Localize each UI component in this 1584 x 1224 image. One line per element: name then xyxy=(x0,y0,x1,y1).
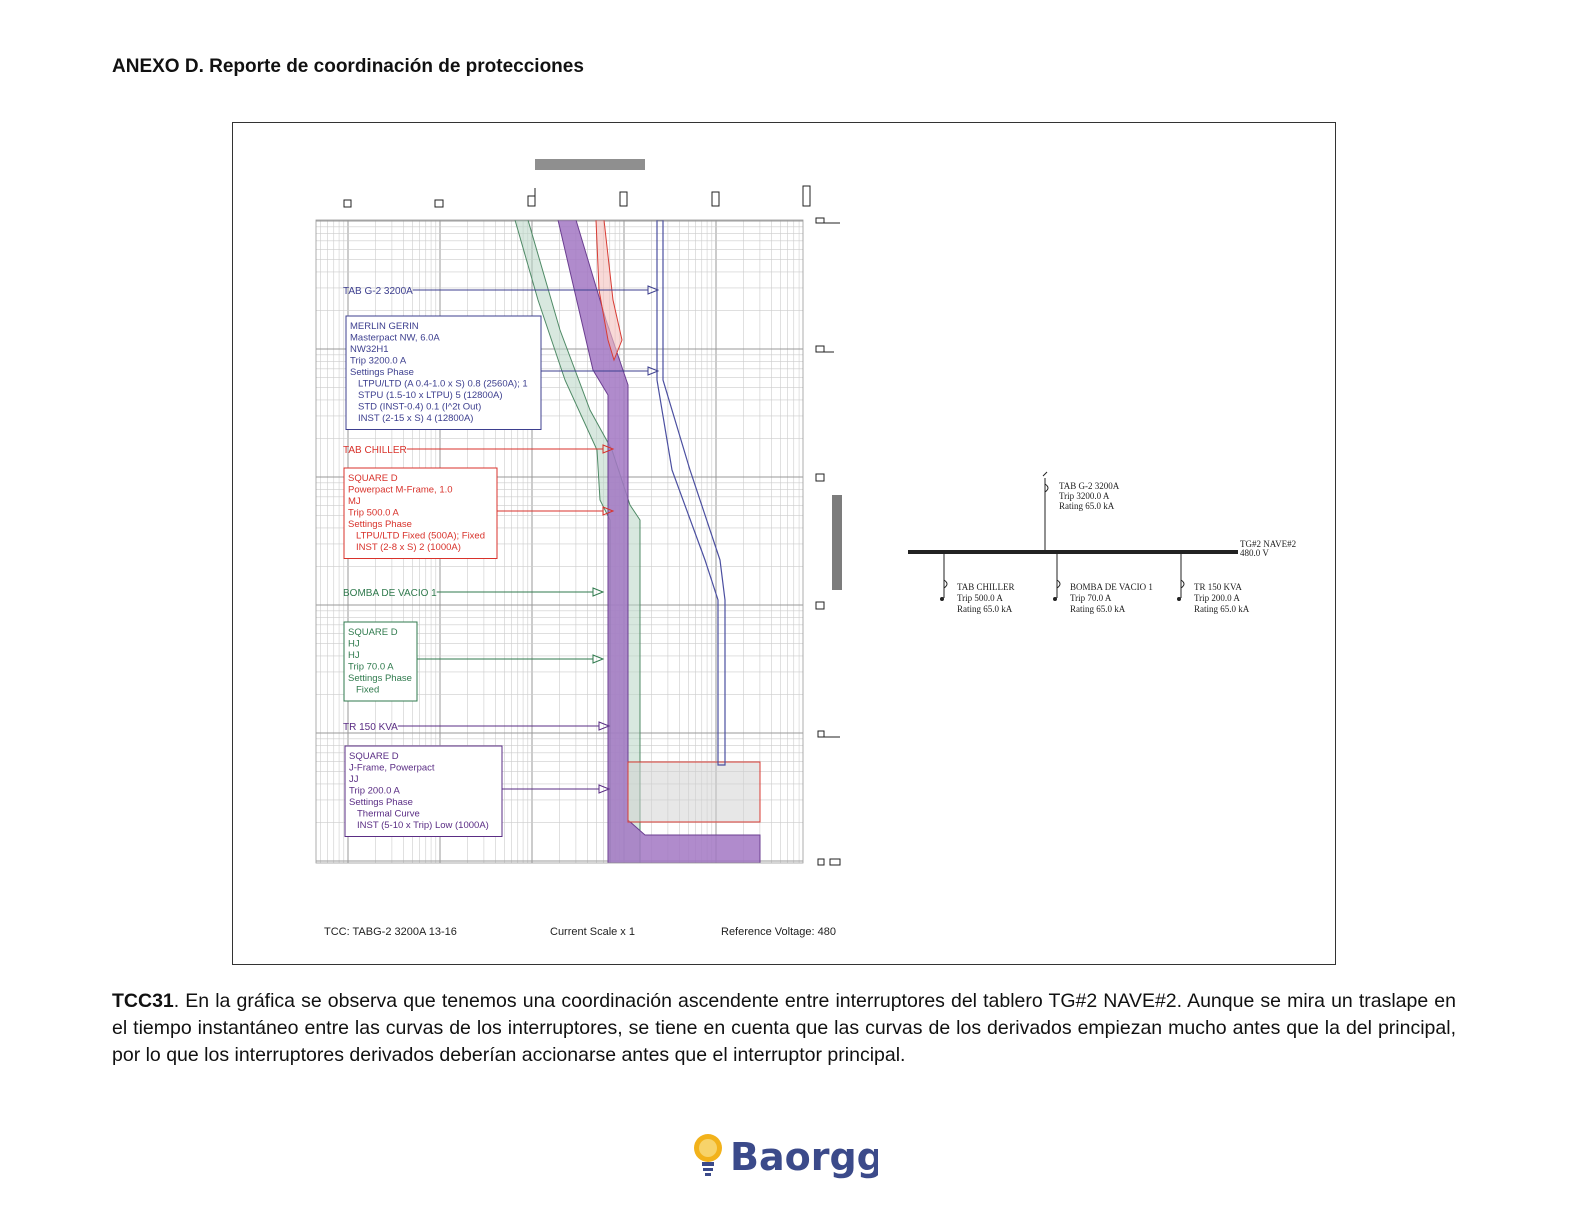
arrow-head xyxy=(598,784,611,794)
axis-glyphs xyxy=(343,185,841,866)
logo: Baorgg xyxy=(694,1134,878,1179)
branch-breaker xyxy=(1180,579,1185,589)
arrow-head xyxy=(592,654,605,664)
main-breaker-text: Rating 65.0 kA xyxy=(1059,501,1115,511)
device-box-line: JJ xyxy=(349,774,359,785)
device-box-line: HJ xyxy=(348,639,360,650)
device-box-line: SQUARE D xyxy=(349,751,399,762)
plot-border xyxy=(315,219,804,864)
device-box-frame xyxy=(343,467,498,559)
device-box-line: INST (2-15 x S) 4 (12800A) xyxy=(358,413,473,424)
arrow-head xyxy=(602,506,615,516)
branch-text: Trip 200.0 A xyxy=(1194,593,1240,603)
device-box-line: Settings Phase xyxy=(348,673,412,684)
device-box-line: Masterpact NW, 6.0A xyxy=(350,333,440,344)
logo-text: Baorgg xyxy=(730,1135,878,1179)
device-box-line: Fixed xyxy=(356,685,379,696)
main-breaker-text: TAB G-2 3200A xyxy=(1059,481,1120,491)
branch-text: Trip 500.0 A xyxy=(957,593,1003,603)
device-box-line: Trip 70.0 A xyxy=(348,662,394,673)
device-box-line: Trip 3200.0 A xyxy=(350,356,407,367)
device-box-line: INST (5-10 x Trip) Low (1000A) xyxy=(357,820,489,831)
device-box-line: INST (2-8 x S) 2 (1000A) xyxy=(356,542,461,553)
curve-main xyxy=(656,220,726,766)
device-box-line: NW32H1 xyxy=(350,344,389,355)
device-box-line: STPU (1.5-10 x LTPU) 5 (12800A) xyxy=(358,390,503,401)
device-box-line: J-Frame, Powerpact xyxy=(349,763,435,774)
arrow-head xyxy=(598,721,611,731)
device-box-line: Settings Phase xyxy=(349,797,413,808)
branch-load xyxy=(940,597,944,601)
device-box-line: SQUARE D xyxy=(348,473,398,484)
device-box-frame xyxy=(345,315,542,430)
arrow-head xyxy=(602,444,615,454)
caption-lead: TCC31 xyxy=(112,990,174,1012)
main-breaker-text: Trip 3200.0 A xyxy=(1059,491,1110,501)
branch-text: Trip 70.0 A xyxy=(1070,593,1112,603)
caption: TCC31. En la gráfica se observa que tene… xyxy=(112,988,1456,1069)
device-label: BOMBA DE VACIO 1 xyxy=(343,588,437,599)
branch-text: TR 150 KVA xyxy=(1194,582,1242,592)
device-box-line: SQUARE D xyxy=(348,627,398,638)
garbled-title xyxy=(535,159,645,170)
main-breaker xyxy=(1042,471,1049,493)
device-box-line: LTPU/LTD (A 0.4-1.0 x S) 0.8 (2560A); 1 xyxy=(358,379,528,390)
bus-label: TG#2 NAVE#2 xyxy=(1240,539,1296,549)
device-box-line: Settings Phase xyxy=(350,367,414,378)
arrow-head xyxy=(647,366,660,376)
device-box-line: MERLIN GERIN xyxy=(350,321,419,332)
footer-text: Current Scale x 1 xyxy=(550,926,635,938)
device-box-frame xyxy=(343,621,418,702)
device-box-line: MJ xyxy=(348,496,361,507)
device-box-line: HJ xyxy=(348,650,360,661)
arrow-head xyxy=(647,285,660,295)
branch-text: Rating 65.0 kA xyxy=(1194,604,1250,614)
footer-text: TCC: TABG-2 3200A 13-16 xyxy=(324,926,457,938)
curves xyxy=(514,220,761,863)
logo-icon xyxy=(694,1134,722,1176)
device-box-frame xyxy=(344,745,503,837)
footer-text: Reference Voltage: 480 xyxy=(721,926,836,938)
device-label: TAB G-2 3200A xyxy=(343,286,413,297)
caption-text: . En la gráfica se observa que tenemos u… xyxy=(112,990,1456,1066)
device-label: TR 150 KVA xyxy=(343,722,398,733)
branch-breaker xyxy=(943,579,948,589)
device-box-line: LTPU/LTD Fixed (500A); Fixed xyxy=(356,531,485,542)
device-box-line: Powerpact M-Frame, 1.0 xyxy=(348,485,453,496)
heading: ANEXO D. Reporte de coordinación de prot… xyxy=(112,56,584,77)
branch-text: Rating 65.0 kA xyxy=(957,604,1013,614)
device-label: TAB CHILLER xyxy=(343,445,407,456)
figure-footer: TCC: TABG-2 3200A 13-16 Current Scale x 1… xyxy=(324,926,836,938)
device-box-line: Settings Phase xyxy=(348,519,412,530)
branch-breaker xyxy=(1056,579,1061,589)
branch-text: TAB CHILLER xyxy=(957,582,1015,592)
device-box-line: Trip 200.0 A xyxy=(349,786,401,797)
bus-voltage: 480.0 V xyxy=(1240,548,1269,558)
figure-frame xyxy=(232,122,1336,965)
branch-load xyxy=(1177,597,1181,601)
branch-load xyxy=(1053,597,1057,601)
device-box-line: Trip 500.0 A xyxy=(348,508,400,519)
garbled-axis-title xyxy=(832,495,842,590)
branch-text: BOMBA DE VACIO 1 xyxy=(1070,582,1153,592)
device-box-line: Thermal Curve xyxy=(357,809,420,820)
device-box-line: STD (INST-0.4) 0.1 (I^2t Out) xyxy=(358,402,481,413)
branch-text: Rating 65.0 kA xyxy=(1070,604,1126,614)
arrow-head xyxy=(592,587,605,597)
curve-chiller-inst xyxy=(627,761,761,823)
